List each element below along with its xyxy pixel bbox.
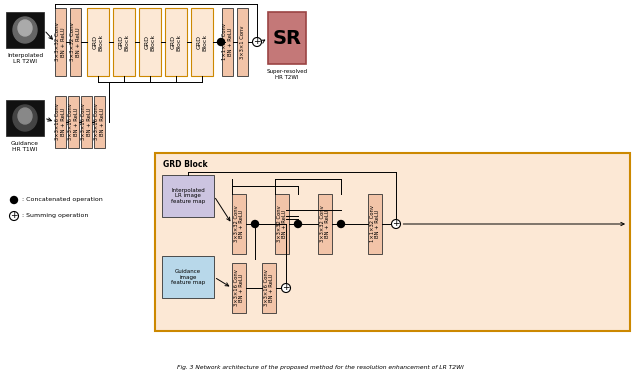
Circle shape (218, 39, 225, 45)
Text: 3×3×1 Conv: 3×3×1 Conv (240, 25, 245, 59)
Text: : Concatenated operation: : Concatenated operation (22, 198, 103, 202)
FancyBboxPatch shape (113, 8, 135, 76)
FancyBboxPatch shape (55, 8, 66, 76)
FancyBboxPatch shape (368, 194, 382, 254)
Text: GRD
Block: GRD Block (118, 33, 129, 51)
Text: : Summing operation: : Summing operation (22, 213, 88, 219)
Text: GRD
Block: GRD Block (93, 33, 104, 51)
FancyBboxPatch shape (268, 12, 306, 64)
FancyBboxPatch shape (6, 100, 44, 136)
Ellipse shape (13, 105, 37, 131)
Text: 3×3×16 Conv
BN + ReLU: 3×3×16 Conv BN + ReLU (55, 104, 66, 141)
Circle shape (392, 219, 401, 228)
Text: +: + (282, 284, 290, 292)
Text: Fig. 3 Network architecture of the proposed method for the resolution enhancemen: Fig. 3 Network architecture of the propo… (177, 365, 463, 370)
FancyBboxPatch shape (55, 96, 66, 148)
FancyBboxPatch shape (165, 8, 187, 76)
Text: 1×1×32 Conv
BN + ReLU: 1×1×32 Conv BN + ReLU (370, 206, 380, 243)
FancyBboxPatch shape (262, 263, 276, 313)
Text: +: + (253, 38, 260, 46)
Text: +: + (392, 219, 400, 228)
FancyBboxPatch shape (70, 8, 81, 76)
FancyBboxPatch shape (139, 8, 161, 76)
Text: Guidance
HR T1WI: Guidance HR T1WI (11, 141, 39, 152)
Text: 3×3×16 Conv
BN + ReLU: 3×3×16 Conv BN + ReLU (94, 104, 105, 141)
Text: 3×3×16 Conv
BN + ReLU: 3×3×16 Conv BN + ReLU (234, 270, 244, 306)
FancyBboxPatch shape (6, 12, 44, 48)
FancyBboxPatch shape (275, 194, 289, 254)
FancyBboxPatch shape (155, 153, 630, 331)
Text: GRD
Block: GRD Block (196, 33, 207, 51)
FancyBboxPatch shape (318, 194, 332, 254)
FancyBboxPatch shape (232, 263, 246, 313)
FancyBboxPatch shape (162, 175, 214, 217)
Text: GRD
Block: GRD Block (171, 33, 181, 51)
FancyBboxPatch shape (162, 256, 214, 298)
FancyBboxPatch shape (94, 96, 105, 148)
Text: Super-resolved
HR T2WI: Super-resolved HR T2WI (266, 69, 308, 80)
Text: 3×3×32 Conv
BN + ReLU: 3×3×32 Conv BN + ReLU (70, 22, 81, 62)
Text: 1×1×32 Conv
BN + ReLU: 1×1×32 Conv BN + ReLU (222, 24, 233, 60)
Text: 3×3×16 Conv
BN + ReLU: 3×3×16 Conv BN + ReLU (264, 270, 275, 306)
Circle shape (282, 284, 291, 292)
Text: 3×3×32 Conv
BN + ReLU: 3×3×32 Conv BN + ReLU (319, 206, 330, 242)
FancyBboxPatch shape (232, 194, 246, 254)
Ellipse shape (13, 17, 37, 43)
Circle shape (10, 196, 17, 204)
Text: GRD Block: GRD Block (163, 160, 207, 169)
FancyBboxPatch shape (222, 8, 233, 76)
FancyBboxPatch shape (191, 8, 213, 76)
Circle shape (252, 220, 259, 228)
Circle shape (253, 38, 262, 46)
Circle shape (294, 220, 301, 228)
FancyBboxPatch shape (81, 96, 92, 148)
Text: Interpolated
LR image
feature map: Interpolated LR image feature map (171, 188, 205, 204)
Text: 3×3×32 Conv
BN + ReLU: 3×3×32 Conv BN + ReLU (234, 206, 244, 242)
Text: 3×3×16 Conv
BN + ReLU: 3×3×16 Conv BN + ReLU (68, 104, 79, 141)
FancyBboxPatch shape (87, 8, 109, 76)
Ellipse shape (18, 20, 32, 36)
Text: 3×3×16 Conv
BN + ReLU: 3×3×16 Conv BN + ReLU (81, 104, 92, 141)
Text: Interpolated
LR T2WI: Interpolated LR T2WI (7, 53, 43, 64)
Circle shape (10, 211, 19, 220)
FancyBboxPatch shape (68, 96, 79, 148)
Circle shape (337, 220, 344, 228)
Text: Guidance
image
feature map: Guidance image feature map (171, 269, 205, 285)
Text: SR: SR (273, 28, 301, 48)
FancyBboxPatch shape (237, 8, 248, 76)
Text: 3×3×32 Conv
BN + ReLU: 3×3×32 Conv BN + ReLU (55, 22, 66, 62)
Text: GRD
Block: GRD Block (145, 33, 156, 51)
Ellipse shape (18, 108, 32, 124)
Text: +: + (10, 211, 18, 220)
Text: 3×3×32 Conv
BN + ReLU: 3×3×32 Conv BN + ReLU (276, 206, 287, 242)
